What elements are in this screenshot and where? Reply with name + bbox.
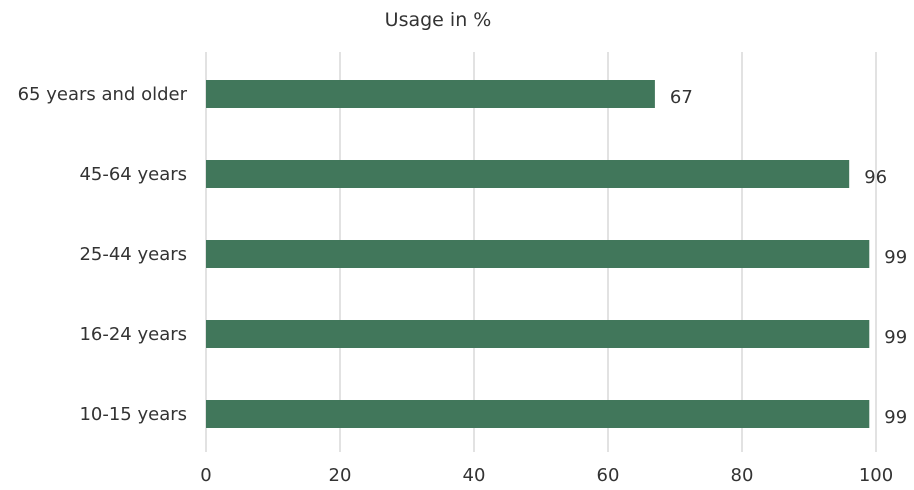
bar-16-24-years xyxy=(206,320,870,348)
data-label: 99 xyxy=(884,407,907,428)
data-label: 67 xyxy=(670,87,693,108)
x-tick-label-100: 100 xyxy=(859,465,893,486)
category-label: 65 years and older xyxy=(18,84,188,105)
data-label: 96 xyxy=(864,167,887,188)
category-labels: 65 years and older 45-64 years 25-44 years… xyxy=(18,84,188,425)
bar-65-years-and-older xyxy=(206,80,655,108)
x-tick-label-60: 60 xyxy=(597,465,620,486)
data-label: 99 xyxy=(884,327,907,348)
bars xyxy=(206,80,870,428)
bar-25-44-years xyxy=(206,240,870,268)
x-tick-label-80: 80 xyxy=(731,465,754,486)
x-tick-label-20: 20 xyxy=(329,465,352,486)
data-labels: 67 96 99 99 99 xyxy=(670,87,907,428)
x-tick-labels: 0 20 40 60 80 100 xyxy=(200,465,893,486)
category-label: 25-44 years xyxy=(79,244,187,265)
category-label: 16-24 years xyxy=(79,324,187,345)
x-axis-title: Usage in % xyxy=(385,9,492,31)
x-tick-label-0: 0 xyxy=(200,465,211,486)
data-label: 99 xyxy=(884,247,907,268)
bar-10-15-years xyxy=(206,400,870,428)
category-label: 10-15 years xyxy=(79,404,187,425)
category-label: 45-64 years xyxy=(79,164,187,185)
x-tick-label-40: 40 xyxy=(463,465,486,486)
bar-45-64-years xyxy=(206,160,850,188)
